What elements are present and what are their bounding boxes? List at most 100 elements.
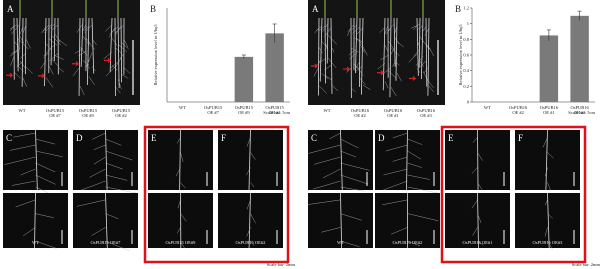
lateral-root <box>48 38 58 46</box>
lateral-root <box>54 34 61 43</box>
highlight-box <box>143 125 290 264</box>
lateral-root <box>544 227 548 237</box>
lateral-root <box>393 25 398 36</box>
root <box>50 17 53 66</box>
lateral-root <box>346 27 352 37</box>
lateral-root <box>85 59 90 69</box>
lateral-root <box>48 66 54 75</box>
lateral-root <box>250 152 256 160</box>
panel-letter: E <box>448 133 454 143</box>
lateral-root <box>428 47 434 57</box>
lateral-root <box>119 53 125 59</box>
lateral-root <box>117 79 122 90</box>
lateral-root <box>547 152 554 159</box>
lateral-root <box>317 57 323 65</box>
root <box>547 192 550 249</box>
lateral-root <box>350 87 357 93</box>
lateral-root <box>111 38 118 46</box>
error-bar <box>272 23 277 43</box>
lateral-root <box>340 213 362 221</box>
lateral-root <box>418 60 427 69</box>
panel-label: OsPUB16 OE#2 <box>393 240 423 245</box>
lateral-root <box>307 199 341 205</box>
lateral-root <box>407 174 430 180</box>
lateral-root <box>35 162 56 173</box>
y-axis-label: Relative expression level to Ubq5 <box>458 24 463 86</box>
lateral-root <box>43 47 53 57</box>
y-axis-label: Relative expression level to Ubq5 <box>153 24 158 86</box>
lateral-root <box>323 46 329 51</box>
lateral-root <box>120 74 129 79</box>
root <box>35 129 38 191</box>
lateral-root <box>327 57 337 68</box>
text-line: OsPUB16 <box>570 105 589 110</box>
root <box>53 17 56 61</box>
text-line: OsPUB16 <box>417 108 436 113</box>
root <box>477 129 479 191</box>
lateral-root <box>348 50 355 56</box>
arrow <box>72 61 80 67</box>
lateral-root <box>47 44 56 51</box>
arrow <box>6 72 14 78</box>
lateral-root <box>16 60 24 68</box>
lateral-root <box>93 144 106 150</box>
lateral-root <box>41 26 47 34</box>
error-bar <box>241 54 246 59</box>
panel-letter: A <box>7 4 14 14</box>
lateral-root <box>416 25 424 30</box>
lateral-root <box>54 55 64 60</box>
lateral-root <box>428 85 434 93</box>
text-line: OE #3 <box>420 113 432 118</box>
lane-label: OsPUB16 OE #2 <box>351 108 370 118</box>
lateral-root <box>396 41 404 48</box>
panel-label: OsPUB15 OE#9 <box>166 240 197 245</box>
lateral-root <box>25 38 31 49</box>
lateral-root <box>23 227 36 236</box>
lateral-root <box>322 23 329 32</box>
panel-label: WT <box>337 240 344 245</box>
lateral-root <box>105 150 133 161</box>
root <box>425 17 428 87</box>
lateral-root <box>9 24 18 30</box>
lateral-root <box>176 227 181 234</box>
lateral-root <box>350 47 359 53</box>
text-line: WT <box>324 108 331 113</box>
text-line: OsPUB16 <box>509 105 528 110</box>
lateral-root <box>84 24 93 33</box>
lateral-root <box>547 213 553 219</box>
panel-letter: F <box>518 133 523 143</box>
lateral-root <box>407 186 440 194</box>
lateral-root <box>88 76 95 86</box>
lateral-root <box>392 156 408 162</box>
lateral-root <box>180 241 185 249</box>
arrow <box>409 76 417 81</box>
lateral-root <box>390 227 408 235</box>
root <box>393 17 396 67</box>
lateral-root <box>11 23 21 35</box>
lateral-root <box>330 84 338 91</box>
root <box>78 17 81 96</box>
root <box>248 192 251 249</box>
text-line: WT <box>484 105 491 110</box>
root <box>86 17 90 85</box>
lateral-root <box>319 58 326 64</box>
lateral-root <box>25 66 33 74</box>
arrow <box>38 73 46 79</box>
root <box>34 192 36 249</box>
lateral-root <box>91 66 96 72</box>
x-tick-label: OsPUB15 OE #2 <box>265 105 284 115</box>
lateral-root <box>383 168 408 176</box>
error-bar <box>577 10 582 21</box>
x-tick-label: OsPUB15 OE #7 <box>204 105 223 115</box>
root <box>44 17 47 87</box>
panel-letter: A <box>312 4 319 14</box>
lateral-root <box>471 199 478 209</box>
lateral-root <box>380 55 389 61</box>
lateral-root <box>390 87 397 97</box>
lateral-root <box>76 199 106 207</box>
text-line: OsPUB15 <box>265 105 284 110</box>
root <box>361 17 364 95</box>
lateral-root <box>51 59 59 67</box>
root <box>355 17 358 74</box>
lateral-root <box>362 84 371 90</box>
